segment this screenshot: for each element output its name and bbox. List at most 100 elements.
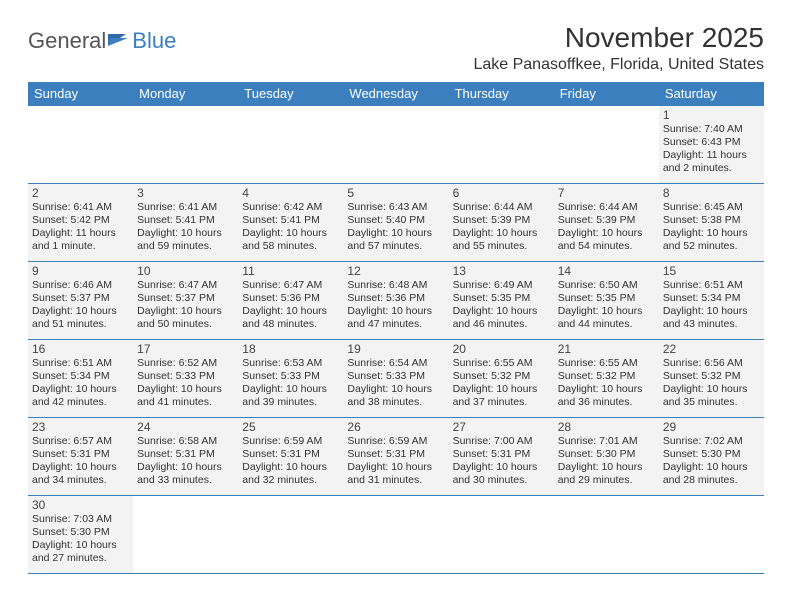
sunset-text: Sunset: 5:35 PM <box>453 292 550 305</box>
sunset-text: Sunset: 5:33 PM <box>347 370 444 383</box>
day-number: 12 <box>347 264 444 278</box>
sunrise-text: Sunrise: 6:47 AM <box>242 279 339 292</box>
day-number: 7 <box>558 186 655 200</box>
daylight-text: Daylight: 10 hours and 39 minutes. <box>242 383 339 409</box>
sunrise-text: Sunrise: 6:48 AM <box>347 279 444 292</box>
sunrise-text: Sunrise: 7:03 AM <box>32 513 129 526</box>
calendar-cell-empty <box>554 106 659 184</box>
calendar-cell-empty <box>659 496 764 574</box>
sunrise-text: Sunrise: 6:45 AM <box>663 201 760 214</box>
sunset-text: Sunset: 5:30 PM <box>558 448 655 461</box>
sunrise-text: Sunrise: 6:58 AM <box>137 435 234 448</box>
sunrise-text: Sunrise: 6:43 AM <box>347 201 444 214</box>
sunset-text: Sunset: 5:36 PM <box>242 292 339 305</box>
sunset-text: Sunset: 5:31 PM <box>453 448 550 461</box>
daylight-text: Daylight: 11 hours and 2 minutes. <box>663 149 760 175</box>
sunset-text: Sunset: 5:41 PM <box>242 214 339 227</box>
calendar-week-row: 30Sunrise: 7:03 AMSunset: 5:30 PMDayligh… <box>28 496 764 574</box>
daylight-text: Daylight: 10 hours and 48 minutes. <box>242 305 339 331</box>
sunset-text: Sunset: 5:41 PM <box>137 214 234 227</box>
daylight-text: Daylight: 10 hours and 41 minutes. <box>137 383 234 409</box>
sunrise-text: Sunrise: 6:42 AM <box>242 201 339 214</box>
daylight-text: Daylight: 10 hours and 42 minutes. <box>32 383 129 409</box>
sunrise-text: Sunrise: 7:01 AM <box>558 435 655 448</box>
sunset-text: Sunset: 5:33 PM <box>137 370 234 383</box>
day-number: 11 <box>242 264 339 278</box>
weekday-header: Thursday <box>449 82 554 106</box>
calendar-cell: 24Sunrise: 6:58 AMSunset: 5:31 PMDayligh… <box>133 418 238 496</box>
day-number: 2 <box>32 186 129 200</box>
calendar-cell: 8Sunrise: 6:45 AMSunset: 5:38 PMDaylight… <box>659 184 764 262</box>
calendar-cell: 12Sunrise: 6:48 AMSunset: 5:36 PMDayligh… <box>343 262 448 340</box>
sunset-text: Sunset: 5:32 PM <box>558 370 655 383</box>
calendar-cell: 3Sunrise: 6:41 AMSunset: 5:41 PMDaylight… <box>133 184 238 262</box>
daylight-text: Daylight: 10 hours and 37 minutes. <box>453 383 550 409</box>
weekday-header: Friday <box>554 82 659 106</box>
daylight-text: Daylight: 10 hours and 36 minutes. <box>558 383 655 409</box>
day-number: 8 <box>663 186 760 200</box>
day-number: 25 <box>242 420 339 434</box>
sunrise-text: Sunrise: 6:57 AM <box>32 435 129 448</box>
day-number: 6 <box>453 186 550 200</box>
sunset-text: Sunset: 5:35 PM <box>558 292 655 305</box>
sunrise-text: Sunrise: 7:00 AM <box>453 435 550 448</box>
day-number: 22 <box>663 342 760 356</box>
day-number: 23 <box>32 420 129 434</box>
calendar-cell: 17Sunrise: 6:52 AMSunset: 5:33 PMDayligh… <box>133 340 238 418</box>
calendar-cell: 5Sunrise: 6:43 AMSunset: 5:40 PMDaylight… <box>343 184 448 262</box>
calendar-cell: 30Sunrise: 7:03 AMSunset: 5:30 PMDayligh… <box>28 496 133 574</box>
calendar-cell-empty <box>343 106 448 184</box>
daylight-text: Daylight: 10 hours and 30 minutes. <box>453 461 550 487</box>
day-number: 4 <box>242 186 339 200</box>
sunset-text: Sunset: 5:42 PM <box>32 214 129 227</box>
calendar-cell-empty <box>28 106 133 184</box>
calendar-cell: 7Sunrise: 6:44 AMSunset: 5:39 PMDaylight… <box>554 184 659 262</box>
day-number: 20 <box>453 342 550 356</box>
calendar-cell: 2Sunrise: 6:41 AMSunset: 5:42 PMDaylight… <box>28 184 133 262</box>
weekday-header: Tuesday <box>238 82 343 106</box>
day-number: 9 <box>32 264 129 278</box>
sunset-text: Sunset: 5:32 PM <box>453 370 550 383</box>
sunrise-text: Sunrise: 6:44 AM <box>453 201 550 214</box>
sunrise-text: Sunrise: 6:54 AM <box>347 357 444 370</box>
calendar-cell-empty <box>238 106 343 184</box>
sunset-text: Sunset: 5:37 PM <box>137 292 234 305</box>
day-number: 27 <box>453 420 550 434</box>
title-block: November 2025 Lake Panasoffkee, Florida,… <box>473 22 764 74</box>
calendar-cell: 21Sunrise: 6:55 AMSunset: 5:32 PMDayligh… <box>554 340 659 418</box>
daylight-text: Daylight: 10 hours and 54 minutes. <box>558 227 655 253</box>
sunrise-text: Sunrise: 6:41 AM <box>137 201 234 214</box>
sunrise-text: Sunrise: 7:02 AM <box>663 435 760 448</box>
daylight-text: Daylight: 10 hours and 51 minutes. <box>32 305 129 331</box>
sunset-text: Sunset: 5:39 PM <box>558 214 655 227</box>
day-number: 26 <box>347 420 444 434</box>
sunrise-text: Sunrise: 6:51 AM <box>663 279 760 292</box>
calendar-cell: 27Sunrise: 7:00 AMSunset: 5:31 PMDayligh… <box>449 418 554 496</box>
calendar-cell: 16Sunrise: 6:51 AMSunset: 5:34 PMDayligh… <box>28 340 133 418</box>
calendar-cell: 1Sunrise: 7:40 AMSunset: 6:43 PMDaylight… <box>659 106 764 184</box>
location: Lake Panasoffkee, Florida, United States <box>473 56 764 74</box>
calendar-cell-empty <box>449 496 554 574</box>
day-number: 28 <box>558 420 655 434</box>
day-number: 5 <box>347 186 444 200</box>
logo-text-2: Blue <box>132 28 176 54</box>
weekday-header: Sunday <box>28 82 133 106</box>
daylight-text: Daylight: 10 hours and 43 minutes. <box>663 305 760 331</box>
daylight-text: Daylight: 10 hours and 46 minutes. <box>453 305 550 331</box>
day-number: 19 <box>347 342 444 356</box>
calendar-cell: 22Sunrise: 6:56 AMSunset: 5:32 PMDayligh… <box>659 340 764 418</box>
sunrise-text: Sunrise: 6:47 AM <box>137 279 234 292</box>
calendar-cell: 4Sunrise: 6:42 AMSunset: 5:41 PMDaylight… <box>238 184 343 262</box>
calendar-week-row: 16Sunrise: 6:51 AMSunset: 5:34 PMDayligh… <box>28 340 764 418</box>
sunset-text: Sunset: 5:33 PM <box>242 370 339 383</box>
sunrise-text: Sunrise: 6:44 AM <box>558 201 655 214</box>
calendar-cell-empty <box>449 106 554 184</box>
daylight-text: Daylight: 10 hours and 47 minutes. <box>347 305 444 331</box>
daylight-text: Daylight: 10 hours and 38 minutes. <box>347 383 444 409</box>
daylight-text: Daylight: 10 hours and 59 minutes. <box>137 227 234 253</box>
calendar-cell: 25Sunrise: 6:59 AMSunset: 5:31 PMDayligh… <box>238 418 343 496</box>
calendar-week-row: 9Sunrise: 6:46 AMSunset: 5:37 PMDaylight… <box>28 262 764 340</box>
logo-text-1: General <box>28 28 106 54</box>
calendar-cell: 10Sunrise: 6:47 AMSunset: 5:37 PMDayligh… <box>133 262 238 340</box>
calendar-cell-empty <box>343 496 448 574</box>
